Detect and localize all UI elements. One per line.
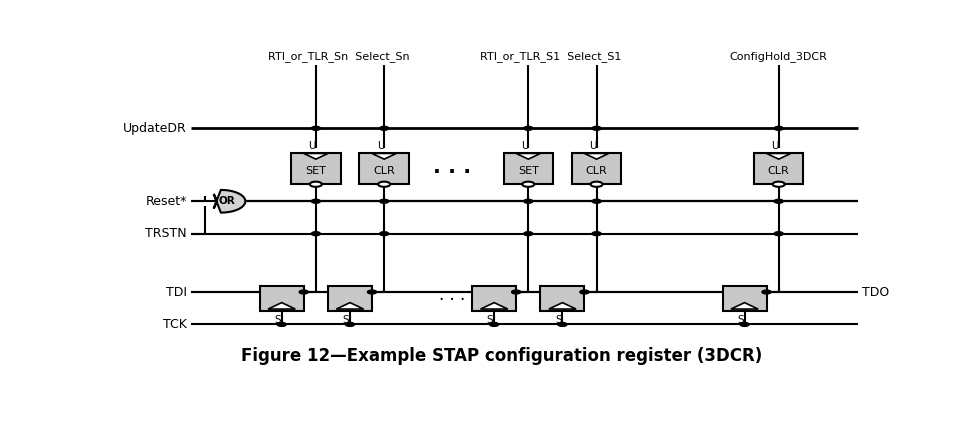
Circle shape [523, 126, 532, 130]
Text: OR: OR [218, 196, 236, 206]
Text: Figure 12—Example STAP configuration register (3DCR): Figure 12—Example STAP configuration reg… [241, 347, 762, 365]
Circle shape [523, 199, 532, 203]
Circle shape [489, 322, 498, 326]
Circle shape [379, 199, 388, 203]
Text: SET: SET [517, 166, 538, 176]
Text: TDO: TDO [862, 285, 888, 298]
Circle shape [739, 322, 748, 326]
Polygon shape [268, 303, 295, 309]
Polygon shape [213, 190, 245, 213]
Circle shape [511, 290, 520, 294]
Circle shape [774, 126, 782, 130]
Text: . . .: . . . [439, 286, 466, 304]
Text: ConfigHold_3DCR: ConfigHold_3DCR [729, 51, 826, 62]
Circle shape [592, 199, 600, 203]
Text: CLR: CLR [767, 166, 788, 176]
Text: S: S [736, 314, 743, 325]
FancyBboxPatch shape [753, 153, 803, 184]
Text: Reset*: Reset* [146, 195, 187, 208]
Polygon shape [336, 303, 363, 309]
Circle shape [592, 126, 600, 130]
FancyBboxPatch shape [571, 153, 621, 184]
Text: CLR: CLR [373, 166, 394, 176]
Polygon shape [303, 153, 328, 159]
Text: S: S [486, 314, 493, 325]
Text: U: U [520, 141, 528, 151]
Circle shape [378, 181, 390, 187]
FancyBboxPatch shape [540, 286, 584, 311]
Text: . . .: . . . [433, 157, 471, 177]
Polygon shape [766, 153, 790, 159]
Polygon shape [584, 153, 608, 159]
Circle shape [311, 126, 320, 130]
Circle shape [299, 290, 308, 294]
FancyBboxPatch shape [290, 153, 340, 184]
Polygon shape [515, 153, 540, 159]
Text: U: U [771, 141, 778, 151]
Polygon shape [372, 153, 396, 159]
Circle shape [277, 322, 286, 326]
Circle shape [367, 290, 377, 294]
Text: TRSTN: TRSTN [145, 227, 187, 240]
FancyBboxPatch shape [471, 286, 515, 311]
Text: S: S [555, 314, 561, 325]
FancyBboxPatch shape [503, 153, 553, 184]
Circle shape [579, 290, 589, 294]
Circle shape [592, 232, 600, 236]
Text: RTI_or_TLR_Sn  Select_Sn: RTI_or_TLR_Sn Select_Sn [268, 51, 409, 62]
Text: CLR: CLR [585, 166, 606, 176]
Circle shape [379, 232, 388, 236]
Text: U: U [377, 141, 383, 151]
Circle shape [557, 322, 566, 326]
Circle shape [521, 181, 534, 187]
Text: U: U [308, 141, 316, 151]
Circle shape [311, 232, 320, 236]
Circle shape [311, 199, 320, 203]
Text: TDI: TDI [165, 285, 187, 298]
Polygon shape [480, 303, 508, 309]
Text: S: S [274, 314, 281, 325]
FancyBboxPatch shape [722, 286, 766, 311]
FancyBboxPatch shape [359, 153, 409, 184]
Polygon shape [549, 303, 575, 309]
Circle shape [345, 322, 354, 326]
Circle shape [379, 126, 388, 130]
Text: U: U [589, 141, 596, 151]
Circle shape [523, 232, 532, 236]
Circle shape [772, 181, 784, 187]
Text: S: S [342, 314, 349, 325]
Text: RTI_or_TLR_S1  Select_S1: RTI_or_TLR_S1 Select_S1 [480, 51, 621, 62]
Circle shape [761, 290, 771, 294]
Text: UpdateDR: UpdateDR [123, 122, 187, 135]
Circle shape [774, 232, 782, 236]
FancyBboxPatch shape [328, 286, 372, 311]
Text: SET: SET [305, 166, 326, 176]
Circle shape [309, 181, 322, 187]
Polygon shape [731, 303, 757, 309]
Circle shape [774, 199, 782, 203]
Circle shape [590, 181, 602, 187]
Text: TCK: TCK [162, 318, 187, 331]
FancyBboxPatch shape [259, 286, 303, 311]
